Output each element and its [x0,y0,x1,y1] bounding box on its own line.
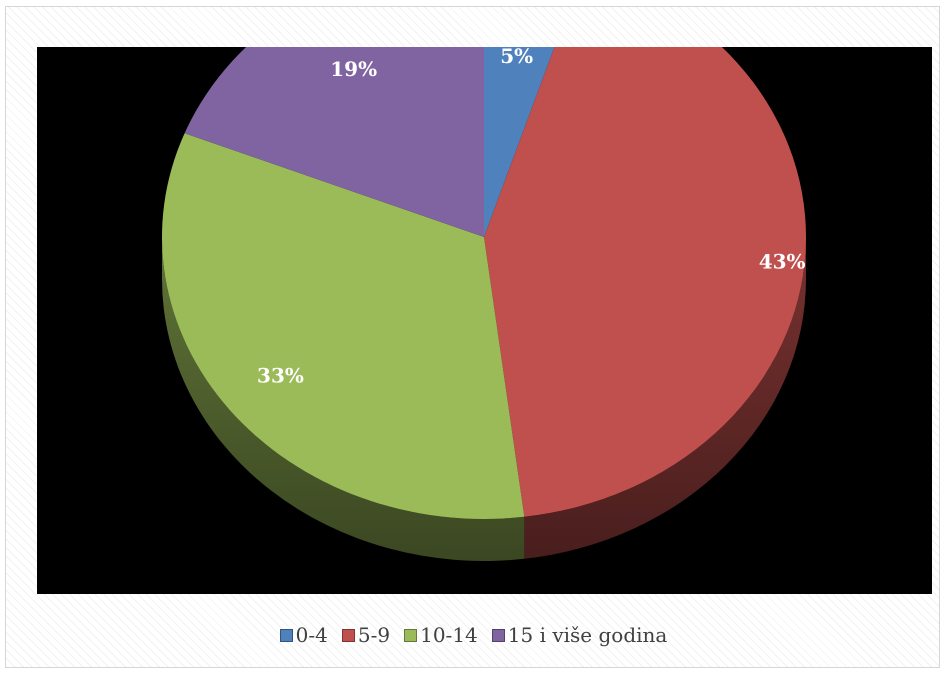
legend-item-10-14: 10-14 [404,623,478,647]
legend-label: 15 i više godina [507,623,668,647]
data-label-15-i-više-godina: 19% [330,57,377,81]
legend-item-0-4: 0-4 [279,623,328,647]
legend-swatch [341,628,355,642]
pie-slice-0-4 [484,47,555,237]
legend-label: 0-4 [295,623,328,647]
data-labels: 5% 43% 33% 19% [257,47,806,387]
pie-slice-15-i-više-godina [184,47,484,237]
pie-slice-5-9 [484,47,806,517]
pie-sides [162,237,806,561]
data-label-5-9: 43% [759,250,806,274]
data-label-10-14: 33% [257,363,304,387]
legend-swatch [279,628,293,642]
legend-swatch [404,628,418,642]
legend-label: 10-14 [420,623,478,647]
legend-item-5-9: 5-9 [341,623,391,647]
pie-side-10-14 [162,237,525,561]
plot-area: 5% 43% 33% 19% [37,47,932,594]
legend-label: 5-9 [357,623,391,647]
pie-side-5-9 [524,237,806,559]
pie-slice-10-14 [161,133,525,519]
legend-swatch [491,628,505,642]
data-label-0-4: 5% [500,47,533,68]
pie-chart: 5% 43% 33% 19% [161,47,806,561]
legend: 0-4 5-9 10-14 15 i više godina [0,623,947,647]
pie-slices [161,47,806,519]
legend-item-15-i-više-godina: 15 i više godina [491,623,668,647]
